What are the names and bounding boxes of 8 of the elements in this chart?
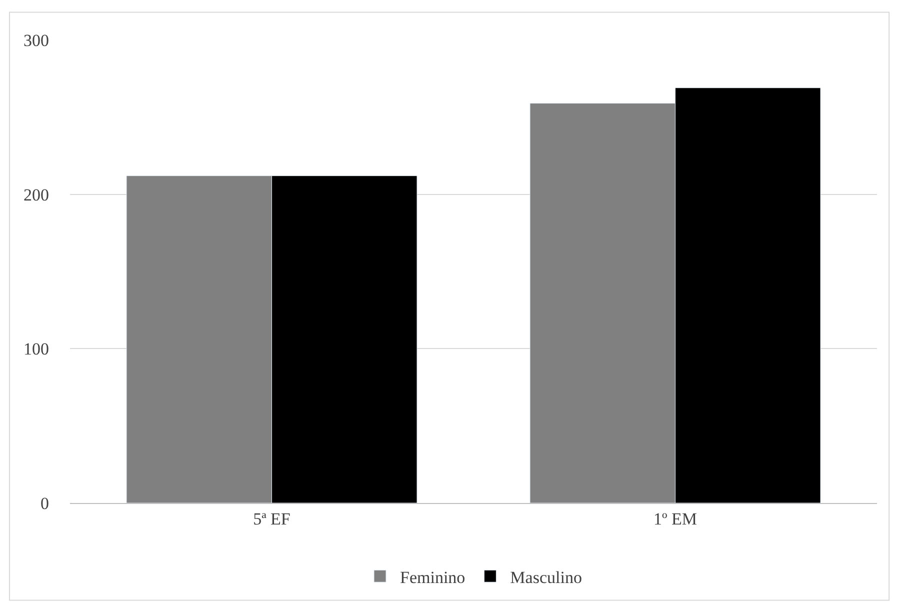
legend-label: Masculino [510,568,582,587]
y-tick-label: 300 [24,30,49,50]
legend-label: Feminino [400,568,466,587]
y-tick-label: 100 [24,340,49,359]
x-tick-label: 1º EM [653,509,698,528]
x-tick-label: 5ª EF [253,509,290,528]
y-tick-label: 200 [24,185,49,204]
y-tick-label: 0 [40,494,49,513]
